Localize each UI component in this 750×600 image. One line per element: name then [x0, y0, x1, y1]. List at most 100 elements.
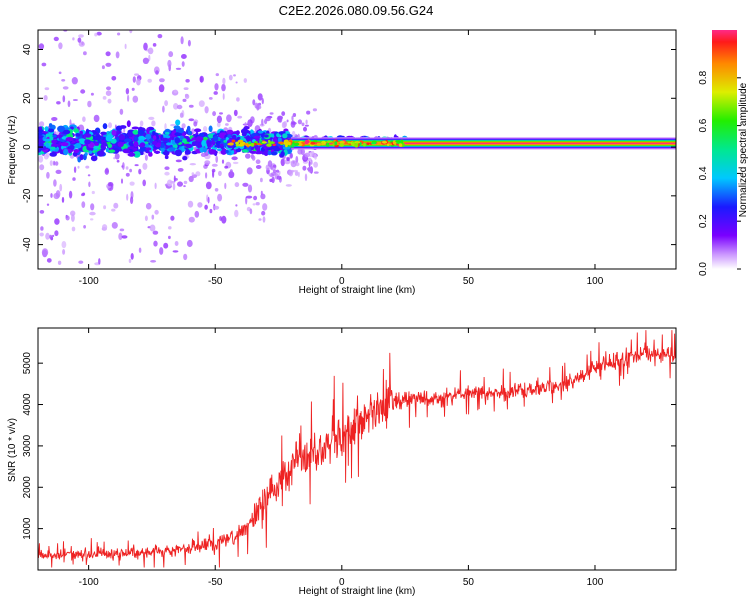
spectrum-peak-blob: [339, 140, 346, 144]
spectrum-scatter-blob: [154, 182, 157, 189]
spectrum-peak-blob: [354, 141, 361, 144]
spectrum-blob: [139, 142, 146, 148]
spectrum-blob: [133, 141, 139, 148]
spectrum-blob: [48, 123, 53, 128]
spectrum-blob: [191, 141, 196, 147]
spectrum-scatter-blob: [189, 163, 196, 166]
spectrum-blob: [132, 129, 139, 135]
spectrum-peak-blob: [278, 141, 284, 145]
x-tick-label: -100: [79, 577, 99, 588]
spectrum-peak-blob: [347, 141, 352, 144]
spectrum-blob: [155, 150, 160, 154]
spectrum-scatter-blob: [312, 108, 317, 112]
spectrum-blob: [202, 147, 207, 153]
spectrum-blob: [270, 151, 278, 156]
spectrum-scatter-blob: [208, 97, 213, 100]
spectrum-scatter-blob: [130, 253, 134, 260]
spectrum-scatter-blob: [164, 166, 170, 170]
spectrum-blob: [54, 148, 59, 152]
spectrum-blob: [162, 137, 169, 142]
spectrum-scatter-blob: [155, 70, 159, 75]
spectrum-scatter-blob: [203, 125, 208, 132]
spectrum-blob: [152, 140, 158, 145]
spectrum-scatter-blob: [172, 182, 176, 191]
spectrum-blob: [263, 146, 267, 150]
spectrum-blob: [102, 123, 108, 130]
spectrum-blob: [177, 129, 185, 134]
spectrum-blob: [105, 147, 109, 153]
spectrum-blob: [249, 150, 257, 154]
spectrum-scatter-blob: [175, 67, 182, 70]
spectrum-scatter-blob: [234, 209, 239, 218]
spectrum-scatter-blob: [116, 159, 120, 163]
spectrum-scatter-blob: [168, 226, 172, 230]
spectrum-scatter-blob: [183, 253, 188, 261]
spectrum-scatter-blob: [188, 118, 195, 122]
spectrum-scatter-blob: [191, 172, 195, 176]
spectrum-blob: [73, 128, 79, 133]
spectrum-scatter-blob: [89, 211, 96, 216]
spectrum-scatter-blob: [272, 169, 277, 174]
spectrum-scatter-blob: [168, 235, 171, 240]
spectrum-blob: [44, 126, 49, 132]
spectrum-scatter-blob: [183, 180, 188, 185]
spectrum-peak-blob: [235, 141, 240, 145]
spectrum-peak-blob: [285, 143, 288, 148]
spectrum-scatter-blob: [39, 210, 45, 214]
spectrum-blob: [52, 134, 57, 138]
spectrum-blob: [51, 139, 57, 144]
spectrum-blob: [210, 141, 216, 145]
spectrum-scatter-blob: [132, 95, 139, 103]
spectrum-scatter-blob: [90, 218, 94, 221]
spectrum-blob: [245, 135, 251, 142]
spectrum-scatter-blob: [167, 59, 172, 68]
spectrum-scatter-blob: [173, 103, 179, 110]
spectrum-scatter-blob: [216, 122, 221, 128]
spectrum-scatter-blob: [289, 152, 293, 159]
spectrum-scatter-blob: [147, 78, 152, 83]
spectrum-scatter-blob: [153, 240, 158, 247]
spectrum-scatter-blob: [154, 209, 159, 215]
spectrum-blob: [208, 125, 213, 133]
spectrum-scatter-blob: [129, 181, 135, 186]
spectrum-scatter-blob: [304, 124, 309, 127]
spectrum-peak-blob: [370, 142, 377, 145]
spectrum-blob: [63, 129, 71, 135]
spectrum-blob: [174, 137, 181, 144]
spectrum-blob: [90, 155, 98, 162]
spectrum-scatter-blob: [291, 121, 297, 125]
spectrum-scatter-blob: [151, 214, 155, 220]
spectrum-scatter-blob: [93, 114, 100, 123]
spectrum-peak-blob: [266, 143, 272, 147]
spectrum-scatter-blob: [123, 128, 126, 133]
spectrum-peak-blob: [243, 143, 250, 146]
spectrum-blob: [107, 143, 113, 148]
spectrum-scatter-blob: [46, 258, 52, 263]
spectrum-peak-blob: [339, 143, 345, 147]
spectrum-scatter-blob: [226, 114, 232, 123]
spectrum-scatter-blob: [117, 32, 121, 36]
spectrum-scatter-blob: [304, 173, 308, 182]
spectrum-scatter-blob: [45, 232, 50, 240]
spectrum-scatter-blob: [188, 104, 194, 108]
spectrum-blob: [153, 135, 157, 141]
spectrum-scatter-blob: [214, 83, 219, 91]
y-tick-label: 0: [22, 144, 33, 150]
spectrum-scatter-blob: [297, 119, 302, 125]
spectrum-scatter-blob: [301, 122, 305, 127]
spectrum-scatter-blob: [278, 116, 283, 123]
spectrum-scatter-blob: [195, 171, 201, 177]
spectrum-scatter-blob: [232, 161, 239, 165]
spectrum-scatter-blob: [219, 112, 223, 115]
spectrogram-panel: -100 -50 0 50 100 -40 -20 0 20 40 Height of stra…: [7, 29, 677, 296]
spectrum-scatter-blob: [53, 36, 59, 42]
colorbar-tick-label: 0.0: [698, 262, 709, 276]
spectrogram-y-ticks: -40 -20 0 20 40: [22, 44, 676, 252]
spectrum-blob: [94, 142, 100, 146]
spectrum-scatter-blob: [81, 193, 85, 197]
spectrum-scatter-blob: [255, 202, 260, 206]
spectrum-scatter-blob: [88, 181, 91, 188]
spectrum-scatter-blob: [276, 175, 282, 180]
spectrum-scatter-blob: [245, 153, 251, 159]
spectrum-scatter-blob: [209, 208, 213, 214]
